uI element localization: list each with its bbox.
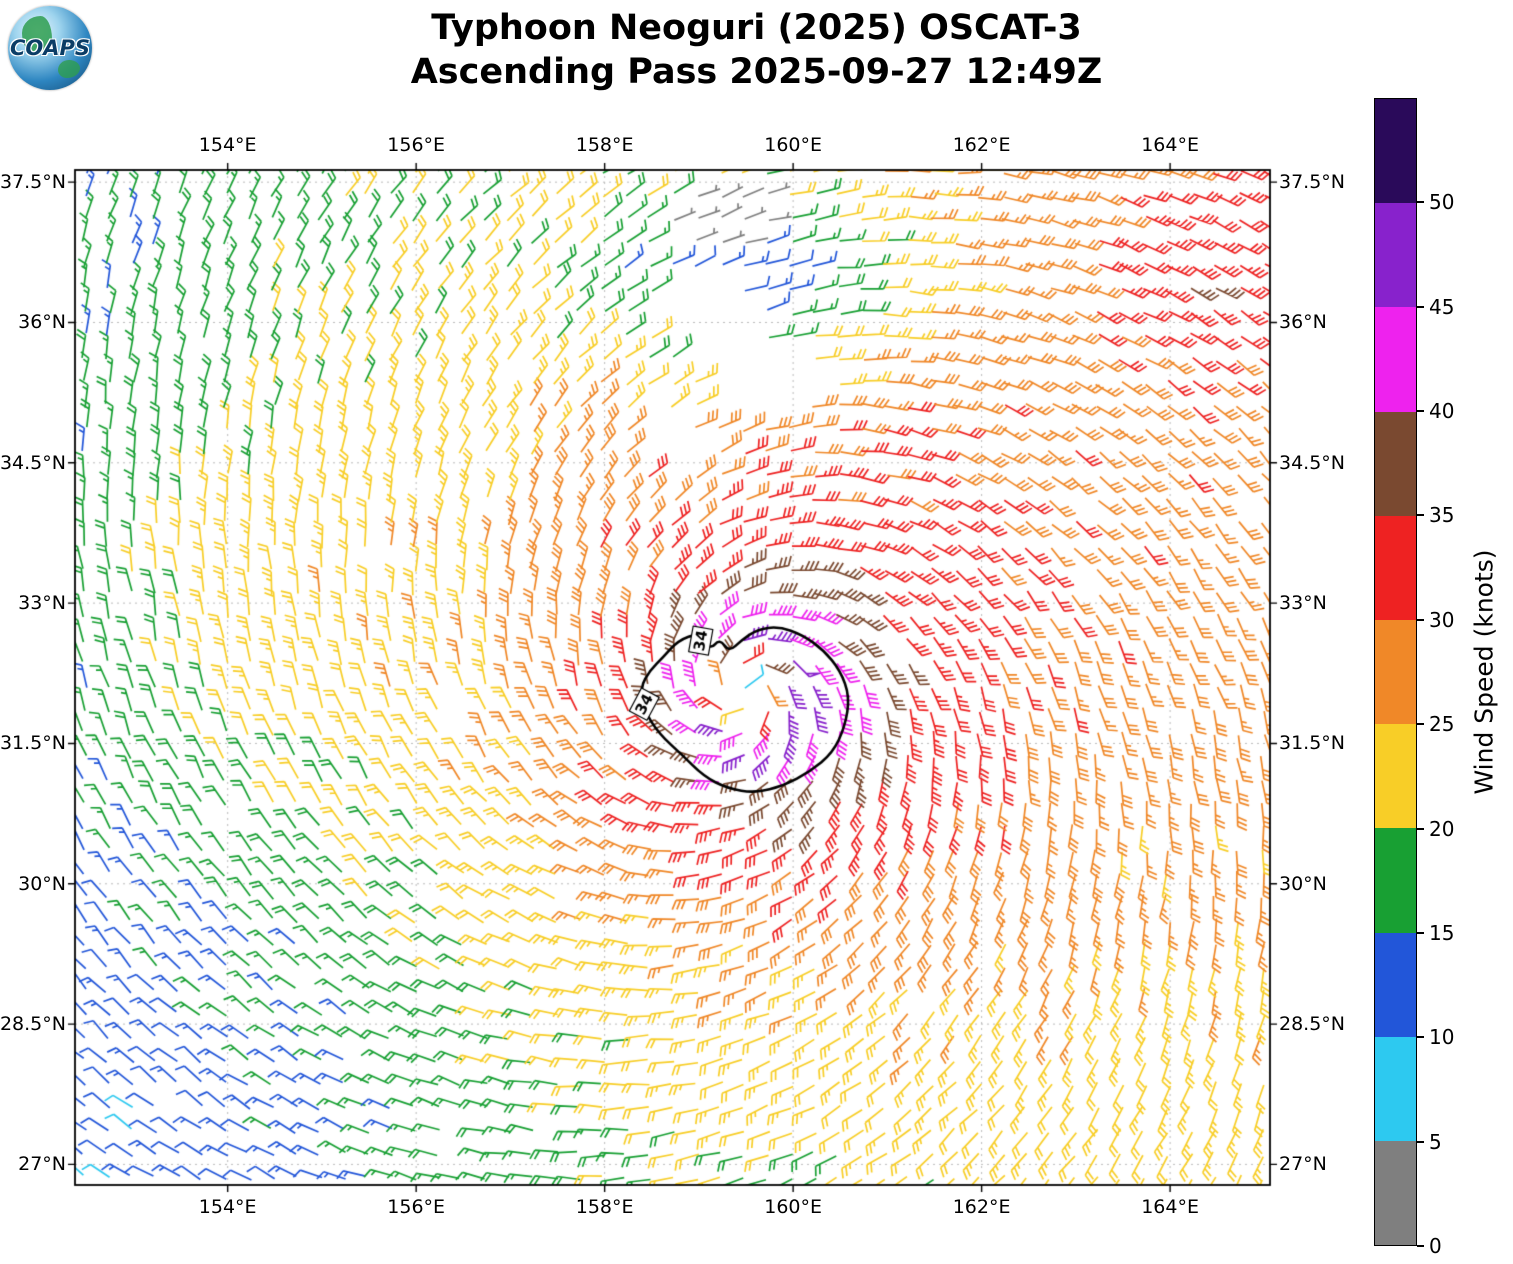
lat-tick-label-right: 27°N <box>1279 1153 1327 1176</box>
coaps-logo: COAPS <box>8 6 92 90</box>
colorbar-tick-label-0: 0 <box>1429 1234 1442 1258</box>
colorbar-tick-mark <box>1417 723 1424 726</box>
colorbar-segment-35-40 <box>1375 411 1416 516</box>
lat-tick-label-right: 31.5°N <box>1279 732 1346 755</box>
colorbar-tick-mark <box>1417 618 1424 621</box>
lon-tick-label-top: 158°E <box>575 134 634 156</box>
title-line-1: Typhoon Neoguri (2025) OSCAT-3 <box>431 8 1082 48</box>
colorbar-segment-40-45 <box>1375 307 1416 412</box>
lon-tick-label-bottom: 162°E <box>952 1196 1011 1218</box>
colorbar-tick-label-15: 15 <box>1429 920 1455 945</box>
colorbar-segment-25-30 <box>1375 619 1416 725</box>
colorbar-tick-mark <box>1417 827 1424 830</box>
lat-tick-label-left: 30°N <box>18 872 66 895</box>
colorbar-segment-30-35 <box>1375 515 1416 620</box>
colorbar-tick-mark <box>1417 305 1424 308</box>
colorbar-tick-label-45: 45 <box>1429 294 1455 319</box>
colorbar-segment-50-55 <box>1375 99 1416 204</box>
colorbar-tick-label-10: 10 <box>1429 1025 1455 1050</box>
lon-tick-label-bottom: 154°E <box>198 1196 257 1218</box>
colorbar-segment-10-15 <box>1375 932 1416 1037</box>
lat-tick-label-left: 33°N <box>18 592 66 615</box>
colorbar-segment-45-50 <box>1375 203 1416 308</box>
lat-tick-label-left: 28.5°N <box>0 1013 66 1036</box>
colorbar-tick-label-35: 35 <box>1429 503 1455 528</box>
lat-tick-label-left: 27°N <box>18 1153 66 1176</box>
colorbar-tick-mark <box>1417 410 1424 413</box>
globe-landmass-art <box>22 16 52 54</box>
lat-tick-label-right: 36°N <box>1279 311 1327 334</box>
colorbar-tick-label-5: 5 <box>1429 1129 1442 1154</box>
colorbar-tick-label-20: 20 <box>1429 816 1455 841</box>
colorbar-segment-20-25 <box>1375 724 1416 829</box>
lon-tick-label-bottom: 160°E <box>764 1196 823 1218</box>
lon-tick-label-top: 162°E <box>952 134 1011 156</box>
colorbar-axis-label: Wind Speed (knots) <box>1469 549 1499 795</box>
lon-tick-label-top: 154°E <box>198 134 257 156</box>
colorbar-tick-label-40: 40 <box>1429 399 1455 424</box>
colorbar-tick-mark <box>1417 1245 1424 1247</box>
title-line-2: Ascending Pass 2025-09-27 12:49Z <box>410 52 1103 92</box>
colorbar-tick-mark <box>1417 514 1424 517</box>
lon-tick-label-bottom: 164°E <box>1141 1196 1199 1218</box>
lat-tick-label-right: 30°N <box>1279 872 1327 895</box>
lat-tick-label-right: 33°N <box>1279 592 1327 615</box>
lon-tick-label-top: 160°E <box>764 134 823 156</box>
colorbar-tick-mark <box>1417 201 1424 204</box>
lat-tick-label-right: 28.5°N <box>1279 1013 1346 1036</box>
lat-tick-label-right: 37.5°N <box>1279 171 1346 194</box>
coaps-logo-text: COAPS <box>9 36 91 60</box>
lat-tick-label-left: 37.5°N <box>0 171 66 194</box>
colorbar-tick-mark <box>1417 1036 1424 1039</box>
lon-tick-label-top: 156°E <box>387 134 446 156</box>
colorbar-tick-mark <box>1417 931 1424 934</box>
colorbar-segment-5-10 <box>1375 1036 1416 1141</box>
lon-tick-label-top: 164°E <box>1141 134 1199 156</box>
colorbar <box>1374 98 1417 1246</box>
lon-tick-label-bottom: 158°E <box>575 1196 634 1218</box>
lat-tick-label-left: 31.5°N <box>0 732 66 755</box>
globe-landmass-art-2 <box>58 60 80 78</box>
lat-tick-label-left: 36°N <box>18 311 66 334</box>
plot-title: Typhoon Neoguri (2025) OSCAT-3 Ascending… <box>0 6 1513 94</box>
colorbar-tick-label-25: 25 <box>1429 712 1455 737</box>
colorbar-tick-label-30: 30 <box>1429 607 1455 632</box>
colorbar-segment-15-20 <box>1375 828 1416 933</box>
colorbar-segment-0-5 <box>1375 1140 1416 1246</box>
lat-tick-label-left: 34.5°N <box>0 451 66 474</box>
lat-tick-label-right: 34.5°N <box>1279 451 1346 474</box>
lon-tick-label-bottom: 156°E <box>387 1196 446 1218</box>
colorbar-tick-mark <box>1417 1140 1424 1143</box>
colorbar-tick-label-50: 50 <box>1429 190 1455 215</box>
